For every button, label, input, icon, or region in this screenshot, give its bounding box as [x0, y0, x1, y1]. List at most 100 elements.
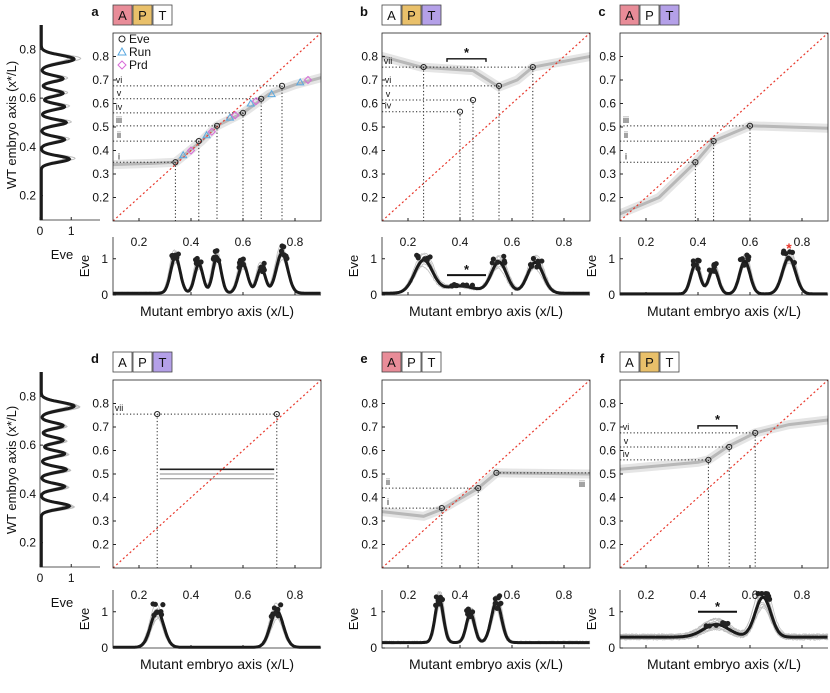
- ytick-label: 0.7: [361, 73, 378, 87]
- profile-ylabel: Eve: [346, 255, 361, 277]
- map-band: [113, 76, 321, 167]
- eve-marker: [420, 63, 427, 71]
- profile-peak-dot: [271, 605, 278, 611]
- ytick-label: 0.3: [599, 514, 616, 528]
- run-marker: [225, 113, 235, 121]
- panel-letter: b: [360, 4, 368, 19]
- eve-marker: [692, 159, 699, 166]
- stripe-label: vii: [115, 403, 124, 413]
- profile-peak-dot: [737, 256, 744, 263]
- profile-peak-dot: [501, 260, 507, 266]
- profile-peak-dot: [240, 256, 246, 262]
- profile-peak-dot: [495, 594, 502, 601]
- stripe-label: v: [624, 436, 629, 446]
- identity-diagonal: [620, 33, 828, 221]
- legend-marker-prd: [117, 60, 127, 70]
- profile-ytick-label: 0: [370, 288, 377, 302]
- gene-letter: A: [118, 355, 127, 370]
- run-marker: [295, 77, 305, 86]
- heatmap-content: [113, 33, 321, 221]
- ytick-label: 0.3: [361, 514, 378, 528]
- ytick-label: 0.5: [599, 120, 616, 134]
- profile-xtick-label: 0.8: [556, 235, 573, 249]
- run-marker: [178, 150, 188, 159]
- side-ytick-label: 0.8: [19, 42, 36, 56]
- profile-peak-dot: [158, 609, 164, 615]
- profile-plot: *: [381, 252, 591, 295]
- profile-ytick-label: 0: [101, 288, 108, 302]
- eve-marker: [258, 95, 265, 102]
- gene-letter: A: [387, 8, 396, 23]
- profile-trace: [112, 246, 322, 295]
- profile-peak-dot: [530, 255, 537, 262]
- side-ytick-label: 0.4: [19, 140, 36, 154]
- profile-ytick-label: 1: [370, 605, 377, 619]
- stripe-label: iv: [623, 449, 630, 459]
- gene-box-T: [152, 4, 173, 26]
- profile-peak-dot: [433, 602, 439, 608]
- side-ytick-label: 0.2: [19, 189, 36, 203]
- ytick-label: 0.2: [599, 538, 616, 552]
- profile-peak-dot: [453, 282, 459, 288]
- side-ytick-label: 0.6: [19, 91, 36, 105]
- identity-diagonal: [620, 380, 828, 568]
- profile-significance-star: *: [715, 599, 721, 614]
- eve-marker: [172, 159, 179, 166]
- eve-marker: [438, 504, 445, 512]
- profile-peak-dot: [467, 613, 474, 620]
- profile-xtick-label: 0.8: [287, 235, 304, 249]
- stripe-label: v: [386, 89, 391, 99]
- eve-marker: [495, 82, 503, 89]
- stripe-label: iv: [116, 102, 123, 112]
- ytick-label: 0.7: [599, 420, 616, 434]
- stripe-label: v: [117, 88, 122, 98]
- stripe-label: ii: [386, 477, 390, 487]
- eve-marker: [752, 429, 759, 436]
- profile-ytick-label: 1: [608, 252, 615, 266]
- profile-peak-dot: [427, 254, 433, 260]
- profile-peak-dot: [787, 249, 793, 255]
- profile-mean-line: [382, 258, 590, 295]
- side-xtick-label: 1: [68, 224, 75, 238]
- profile-peak-dot: [211, 254, 217, 261]
- eve-marker: [746, 122, 754, 129]
- identity-diagonal: [382, 33, 590, 221]
- panel-b: b A P Tiv v vi vii * 0.2 0.3 0.4 0.5 0.6 0.7 0.8 * 0 1 0.2…: [346, 4, 591, 319]
- map-band-halo: [382, 468, 590, 521]
- profile-peak-dot: [261, 260, 267, 267]
- ytick-label: 0.5: [92, 467, 109, 481]
- gene-box-A: [619, 351, 640, 373]
- profile-mean-line: [113, 609, 321, 649]
- profile-xtick-label: 0.4: [690, 588, 707, 602]
- significance-star: *: [464, 45, 470, 60]
- eve-marker: [239, 109, 247, 117]
- profile-peak-dot: [268, 613, 274, 619]
- ytick-label: 0.8: [599, 50, 616, 64]
- ytick-label: 0.8: [599, 397, 616, 411]
- eve-marker: [726, 443, 733, 451]
- profile-peak-dot: [791, 260, 798, 266]
- profile-plot: [112, 243, 322, 295]
- profile-mean-line: [382, 597, 590, 645]
- gene-box-A: [381, 4, 402, 26]
- profile-xtick-label: 0.6: [235, 235, 252, 249]
- ytick-label: 0.8: [361, 397, 378, 411]
- prd-marker: [251, 96, 261, 106]
- profile-peak-dot: [490, 256, 496, 262]
- profile-trace: [619, 605, 829, 641]
- gene-letter: T: [666, 8, 674, 23]
- panel-letter: a: [91, 4, 99, 19]
- eve-marker: [529, 63, 536, 71]
- stripe-label: ii: [624, 130, 628, 140]
- ytick-label: 0.6: [92, 444, 109, 458]
- side-profile-mean: [39, 372, 76, 567]
- mutant-axis-label: Mutant embryo axis (x/L): [409, 303, 563, 319]
- profile-xtick-label: 0.2: [131, 235, 148, 249]
- profile-peak-dot: [785, 255, 791, 261]
- ytick-label: 0.6: [361, 97, 378, 111]
- profile-peak-dot: [495, 259, 501, 265]
- side-profile-mean: [39, 25, 76, 220]
- profile-peak-dot: [415, 253, 421, 259]
- profile-peak-dot: [258, 264, 265, 270]
- ytick-label: 0.4: [599, 491, 616, 505]
